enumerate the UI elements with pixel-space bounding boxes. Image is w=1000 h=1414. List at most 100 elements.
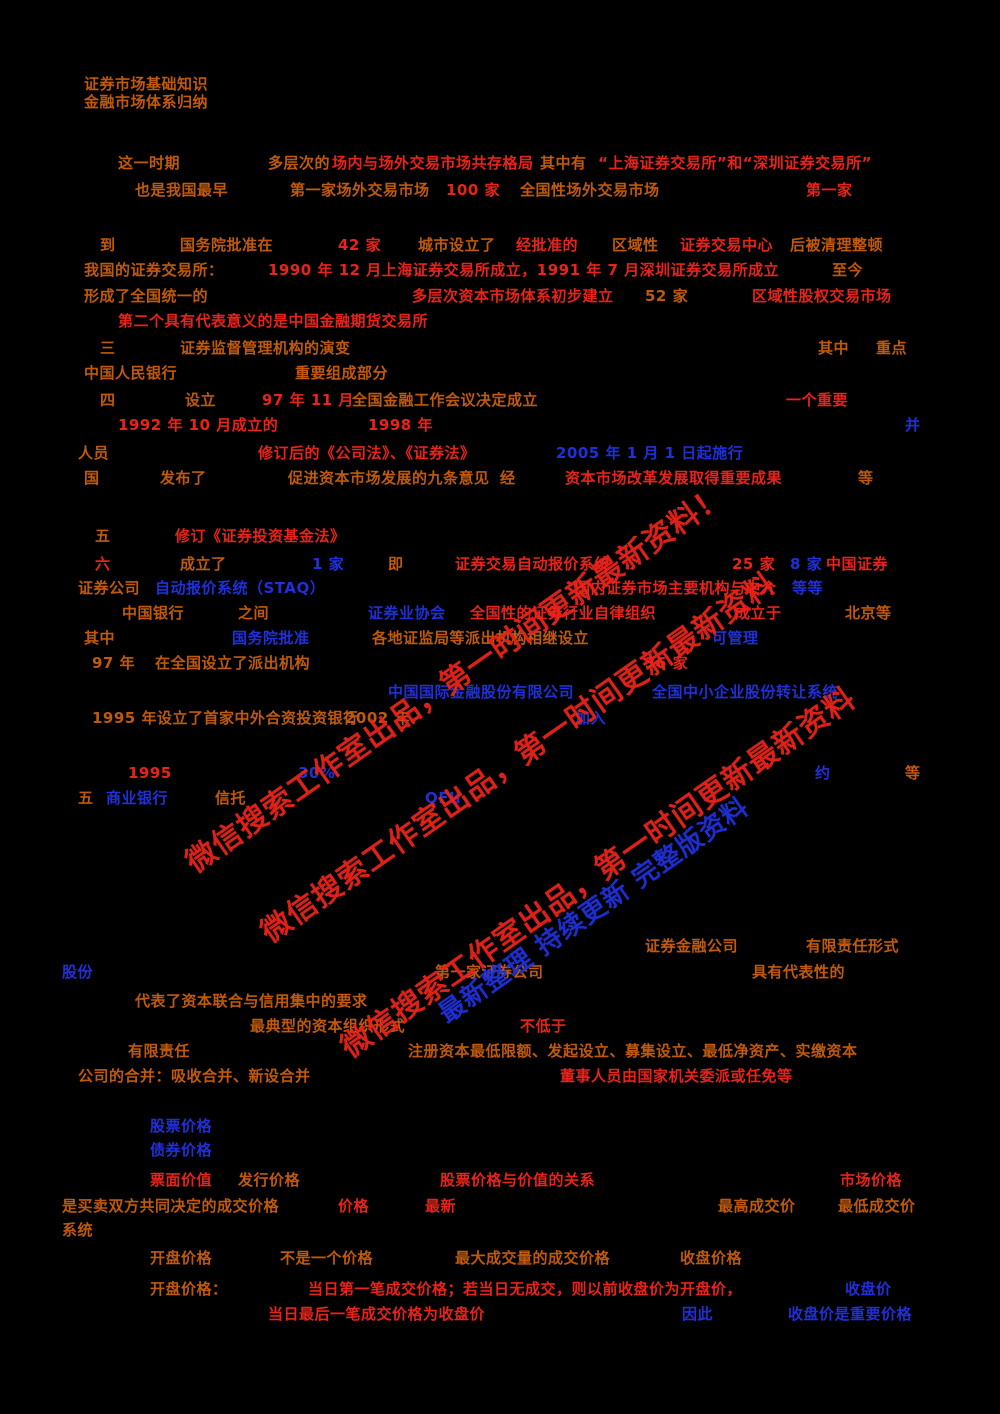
text-segment: 人员 <box>78 444 110 462</box>
text-segment: 国内证券市场主要机构与中介 <box>575 579 777 597</box>
text-segment: 股份 <box>62 963 94 981</box>
text-segment: 各地证监局等派出机构相继设立 <box>372 629 590 647</box>
text-segment: 收盘价是重要价格 <box>788 1305 913 1323</box>
text-segment: 即 <box>388 555 404 573</box>
text-segment: 资本市场改革发展取得重要成果 <box>565 469 783 487</box>
text-segment: 票面价值 <box>150 1171 213 1189</box>
text-segment: 42 家 <box>338 236 382 254</box>
text-segment: 证券业协会 <box>368 604 446 622</box>
text-segment: 国 <box>84 469 100 487</box>
text-segment: 1990 年 12 月上海证券交易所成立，1991 年 7 月深圳证券交易所成立 <box>268 261 780 279</box>
text-segment: 开盘价格： <box>150 1280 228 1298</box>
text-segment: 8 家 <box>790 555 823 573</box>
text-segment: 公司的合并：吸收合并、新设合并 <box>78 1067 311 1085</box>
text-segment: 区域性 <box>612 236 659 254</box>
text-segment: 也是我国最早 <box>135 181 229 199</box>
text-segment: 具有代表性的 <box>752 963 846 981</box>
text-segment: 修订《证券投资基金法》 <box>175 527 346 545</box>
text-segment: 有限责任形式 <box>806 937 900 955</box>
text-segment: 证券金融公司 <box>645 937 739 955</box>
text-segment: 经批准的 <box>516 236 579 254</box>
text-segment: 最高成交价 <box>718 1197 796 1215</box>
text-segment: 三 <box>100 339 116 357</box>
text-segment: 中国银行 <box>122 604 185 622</box>
text-segment: 全国中小企业股份转让系统 <box>652 683 839 701</box>
text-segment: 修订后的《公司法》、《证券法》 <box>258 444 476 462</box>
text-segment: 债券价格 <box>150 1141 213 1159</box>
text-segment: 1995 <box>128 764 172 782</box>
text-segment: 系统 <box>62 1221 94 1239</box>
text-segment: 52 家 <box>645 287 689 305</box>
text-segment: 第二个具有代表意义的是中国金融期货交易所 <box>118 312 429 330</box>
text-segment: 其中有 <box>540 154 587 172</box>
text-segment: 多层次的 <box>268 154 331 172</box>
text-segment: 收盘价格 <box>680 1249 743 1267</box>
text-segment: 信托 <box>215 789 247 807</box>
text-segment: 股票价格 <box>150 1117 213 1135</box>
text-segment: 第一家 <box>806 181 853 199</box>
text-segment: 全国性的证券行业自律组织 <box>470 604 657 622</box>
text-segment: 97 年 11 月 <box>262 391 354 409</box>
text-segment: 六 <box>95 555 111 573</box>
text-segment: 区域性股权交易市场 <box>752 287 892 305</box>
text-segment: 其中 <box>818 339 850 357</box>
text-segment: 五 <box>95 527 111 545</box>
text-segment: 中国人民银行 <box>84 364 178 382</box>
text-segment: 多层次资本市场体系初步建立 <box>412 287 614 305</box>
text-segment: 重点 <box>876 339 908 357</box>
text-segment: 经 <box>500 469 516 487</box>
text-segment: 代表了资本联合与信用集中的要求 <box>135 992 368 1010</box>
text-segment: 全国性场外交易市场 <box>520 181 660 199</box>
text-segment: 证券监督管理机构的演变 <box>180 339 351 357</box>
text-segment: 我国的证券交易所： <box>84 261 224 279</box>
text-segment: 自动报价系统（STAQ） <box>155 579 326 597</box>
text-segment: 最大成交量的成交价格 <box>455 1249 611 1267</box>
text-segment: 25 家 <box>732 555 776 573</box>
text-segment: 最典型的资本组织形式 <box>250 1017 406 1035</box>
text-segment: 全国金融工作会议决定成立 <box>352 391 539 409</box>
text-segment: 等 <box>858 469 874 487</box>
text-segment: 四 <box>100 391 116 409</box>
text-segment: 收盘价 <box>845 1280 892 1298</box>
text-segment: 100 家 <box>446 181 501 199</box>
text-segment: 后被清理整顿 <box>790 236 884 254</box>
text-segment: 金融市场体系归纳 <box>84 93 209 111</box>
text-segment: 促进资本市场发展的九条意见 <box>288 469 490 487</box>
text-segment: 一个重要 <box>786 391 849 409</box>
text-segment: 这一时期 <box>118 154 181 172</box>
text-segment: 1995 年设立了首家中外合资投资银行 <box>92 709 359 727</box>
text-segment: 之间 <box>238 604 270 622</box>
text-segment: 1 家 <box>312 555 345 573</box>
text-segment: 证券交易自动报价系统 <box>455 555 611 573</box>
text-segment: 商业银行 <box>106 789 169 807</box>
text-segment: 城市设立了 <box>418 236 496 254</box>
text-segment: 中国国际金融股份有限公司 <box>388 683 575 701</box>
text-segment: 北京等 <box>845 604 892 622</box>
text-segment: 不低于 <box>520 1017 567 1035</box>
text-segment: 开盘价格 <box>150 1249 213 1267</box>
text-segment: 发布了 <box>160 469 207 487</box>
text-segment: 证券公司 <box>78 579 141 597</box>
text-segment: 1992 年 10 月成立的 <box>118 416 279 434</box>
text-segment: 不是一个价格 <box>280 1249 374 1267</box>
text-segment: “上海证券交易所”和“深圳证券交易所” <box>598 154 872 172</box>
text-segment: 有限责任 <box>128 1042 191 1060</box>
text-segment: 成立于 <box>735 604 782 622</box>
text-segment: 30% <box>298 764 336 782</box>
text-segment: 董事人员由国家机关委派或任免等 <box>560 1067 793 1085</box>
text-segment: 第一家证券公司 <box>435 963 544 981</box>
text-segment: 注册资本最低限额、发起设立、募集设立、最低净资产、实缴资本 <box>408 1042 858 1060</box>
text-segment: 并 <box>905 416 921 434</box>
text-segment: 国务院批准在 <box>180 236 274 254</box>
text-segment: 在全国设立了派出机构 <box>155 654 311 672</box>
text-segment: 价格 <box>338 1197 370 1215</box>
text-segment: 五 <box>78 789 94 807</box>
text-segment: 2005 年 1 月 1 日起施行 <box>556 444 744 462</box>
text-segment: 其中 <box>84 629 116 647</box>
text-segment: 形成了全国统一的 <box>84 287 209 305</box>
text-segment: 可管理 <box>712 629 759 647</box>
text-segment: 当日最后一笔成交价格为收盘价 <box>268 1305 486 1323</box>
text-segment: 因此 <box>682 1305 714 1323</box>
text-segment: 中国证券 <box>826 555 889 573</box>
text-segment: 证券交易中心 <box>680 236 774 254</box>
